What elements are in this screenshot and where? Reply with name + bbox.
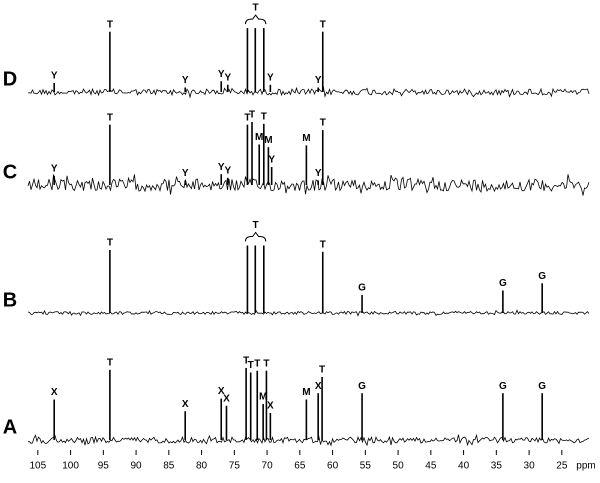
peak-label: M <box>264 135 272 146</box>
peak-label: G <box>358 283 366 294</box>
group-brace <box>244 14 267 25</box>
x-tick-label: 105 <box>29 461 46 472</box>
x-tick-label: 85 <box>163 461 175 472</box>
x-tick-label: 55 <box>360 461 372 472</box>
peak-label: T <box>320 239 326 250</box>
peak-label: Y <box>51 164 58 175</box>
peak-label: G <box>499 381 507 392</box>
peak-label: X <box>267 401 274 412</box>
baseline-noise <box>28 433 590 447</box>
peak-label: T <box>263 358 269 369</box>
baseline-noise <box>27 309 590 317</box>
peak-label: T <box>243 356 249 367</box>
x-tick-label: 45 <box>425 461 437 472</box>
peak-label: T <box>107 19 113 30</box>
peak-label: M <box>302 133 310 144</box>
x-tick-label: 90 <box>131 461 143 472</box>
panel-label: B <box>3 289 17 311</box>
peak-label: T <box>244 112 250 123</box>
peak-label: T <box>254 358 260 369</box>
x-tick-label: 100 <box>62 461 79 472</box>
peak-label: T <box>261 111 267 122</box>
peak-label: X <box>315 381 322 392</box>
x-tick-label: 25 <box>556 461 568 472</box>
peak-label: X <box>51 387 58 398</box>
x-tick-label: 80 <box>196 461 208 472</box>
x-tick-label: 95 <box>98 461 110 472</box>
peak-label: Y <box>218 162 225 173</box>
peak-label: T <box>249 110 255 121</box>
peak-label: Y <box>182 168 189 179</box>
x-tick-label: 65 <box>294 461 306 472</box>
peak-label: M <box>259 392 267 403</box>
peak-label: G <box>358 381 366 392</box>
panel-label: A <box>3 416 17 438</box>
peak-label: X <box>223 393 230 404</box>
x-tick-label: 75 <box>229 461 241 472</box>
peak-label: Y <box>267 72 274 83</box>
peak-label: G <box>538 381 546 392</box>
x-tick-label: 40 <box>458 461 470 472</box>
panel-label: D <box>3 68 17 90</box>
peak-label: M <box>302 387 310 398</box>
peak-label: T <box>320 19 326 30</box>
peak-label: T <box>107 112 113 123</box>
baseline-noise <box>27 174 590 196</box>
panel-label: C <box>3 161 17 183</box>
peak-label: T <box>319 365 325 376</box>
x-tick-label: 35 <box>491 461 503 472</box>
peak-label: G <box>499 278 507 289</box>
x-tick-label: 30 <box>524 461 536 472</box>
x-axis-label: ppm <box>576 461 595 472</box>
peak-label: T <box>107 357 113 368</box>
peak-label: T <box>248 360 254 371</box>
peak-label: T <box>107 238 113 249</box>
peak-label: Y <box>224 165 231 176</box>
peak-label: Y <box>218 69 225 80</box>
peak-label: Y <box>51 71 58 82</box>
x-tick-label: 70 <box>262 461 274 472</box>
peak-label: Y <box>315 168 322 179</box>
peak-label: G <box>538 271 546 282</box>
peak-label: Y <box>268 155 275 166</box>
baseline-noise <box>27 85 590 99</box>
group-label: T <box>253 3 259 14</box>
group-label: T <box>253 220 259 231</box>
peak-label: Y <box>315 75 322 86</box>
peak-label: M <box>255 132 263 143</box>
x-tick-label: 50 <box>393 461 405 472</box>
peak-label: X <box>182 399 189 410</box>
x-tick-label: 60 <box>327 461 339 472</box>
group-brace <box>244 231 267 242</box>
peak-label: Y <box>182 75 189 86</box>
peak-label: Y <box>224 72 231 83</box>
peak-label: X <box>218 386 225 397</box>
peak-label: T <box>320 118 326 129</box>
